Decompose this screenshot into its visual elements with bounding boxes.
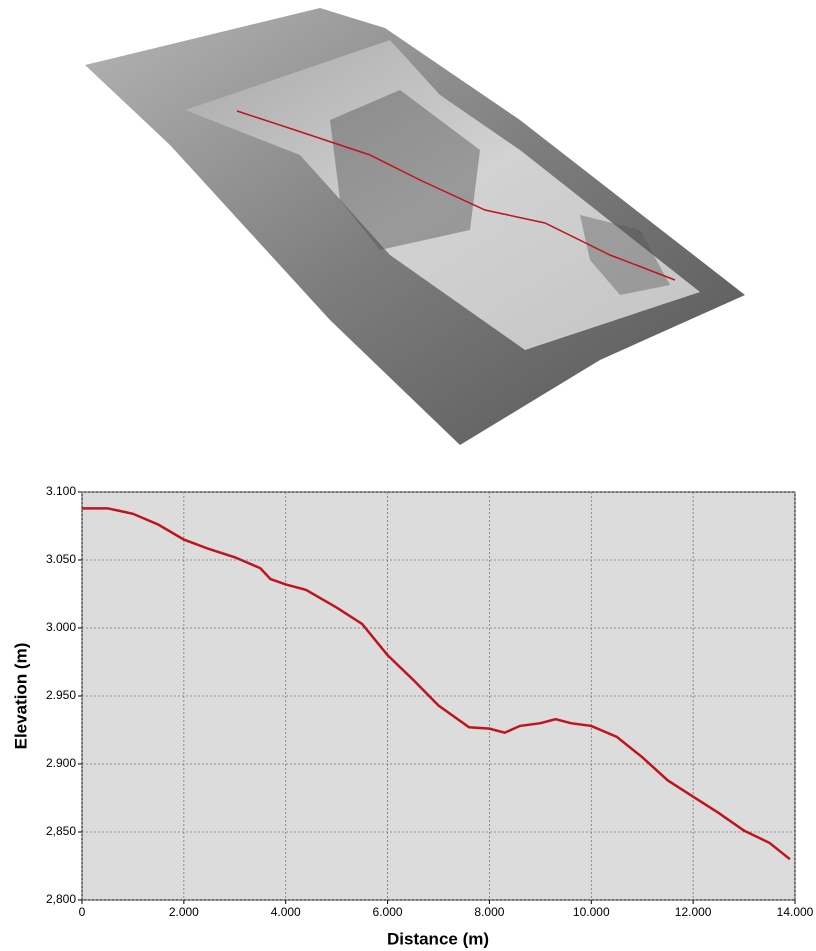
y-tick-label: 2,850	[46, 824, 76, 838]
x-tick-label: 4.000	[271, 905, 301, 919]
figure: Distance (m) Elevation (m) 2,800 2,850 2.9…	[0, 0, 816, 951]
x-tick-label: 8.000	[474, 905, 504, 919]
x-axis-title: Distance (m)	[387, 929, 489, 948]
x-tick-label: 10.000	[573, 905, 610, 919]
y-tick-label: 2.900	[46, 756, 76, 770]
y-tick-label: 2,800	[46, 892, 76, 906]
y-tick-label: 3.000	[46, 620, 76, 634]
y-tick-label: 2.950	[46, 688, 76, 702]
y-axis-title: Elevation (m)	[11, 643, 30, 750]
y-tick-label: 3.100	[46, 484, 76, 498]
terrain-render	[85, 8, 745, 445]
x-tick-label: 0	[79, 905, 86, 919]
x-tick-label: 6.000	[373, 905, 403, 919]
page: Distance (m) Elevation (m) 2,800 2,850 2.9…	[0, 0, 816, 951]
x-tick-label: 14.000	[777, 905, 814, 919]
x-tick-label: 12.000	[675, 905, 712, 919]
y-tick-label: 3.050	[46, 552, 76, 566]
x-tick-label: 2.000	[169, 905, 199, 919]
